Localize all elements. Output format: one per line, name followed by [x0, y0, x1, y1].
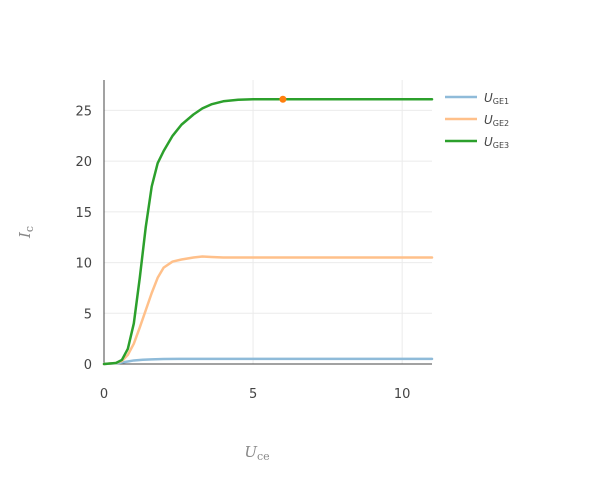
legend-label-uge3: UGE3 — [484, 135, 509, 150]
y-axis-title: Ic — [16, 226, 36, 239]
y-tick-label-25: 25 — [75, 104, 92, 119]
legend: UGE1 UGE2 UGE3 — [445, 91, 509, 150]
tick-labels: 0 5 10 15 20 25 0 5 10 — [75, 104, 410, 402]
series-line-ge1[interactable] — [102, 357, 434, 366]
highlight-point[interactable] — [279, 95, 287, 103]
x-tick-label-0: 0 — [100, 387, 108, 402]
y-tick-label-5: 5 — [84, 307, 92, 322]
y-tick-label-10: 10 — [75, 257, 92, 272]
x-axis-title: Uce — [244, 443, 269, 463]
axes — [103, 80, 432, 365]
legend-item-uge1[interactable]: UGE1 — [445, 91, 509, 106]
x-tick-label-5: 5 — [249, 387, 257, 402]
gridlines — [104, 80, 432, 364]
x-tick-label-10: 10 — [394, 387, 411, 402]
legend-item-uge2[interactable]: UGE2 — [445, 113, 509, 128]
y-tick-label-0: 0 — [84, 358, 92, 373]
legend-label-uge2: UGE2 — [484, 113, 509, 128]
series-line-ge3[interactable] — [102, 98, 434, 366]
legend-item-uge3[interactable]: UGE3 — [445, 135, 509, 150]
series-lines — [102, 95, 434, 366]
series-line-ge2[interactable] — [102, 255, 434, 366]
y-tick-label-20: 20 — [75, 155, 92, 170]
y-tick-label-15: 15 — [75, 206, 92, 221]
legend-label-uge1: UGE1 — [484, 91, 509, 106]
